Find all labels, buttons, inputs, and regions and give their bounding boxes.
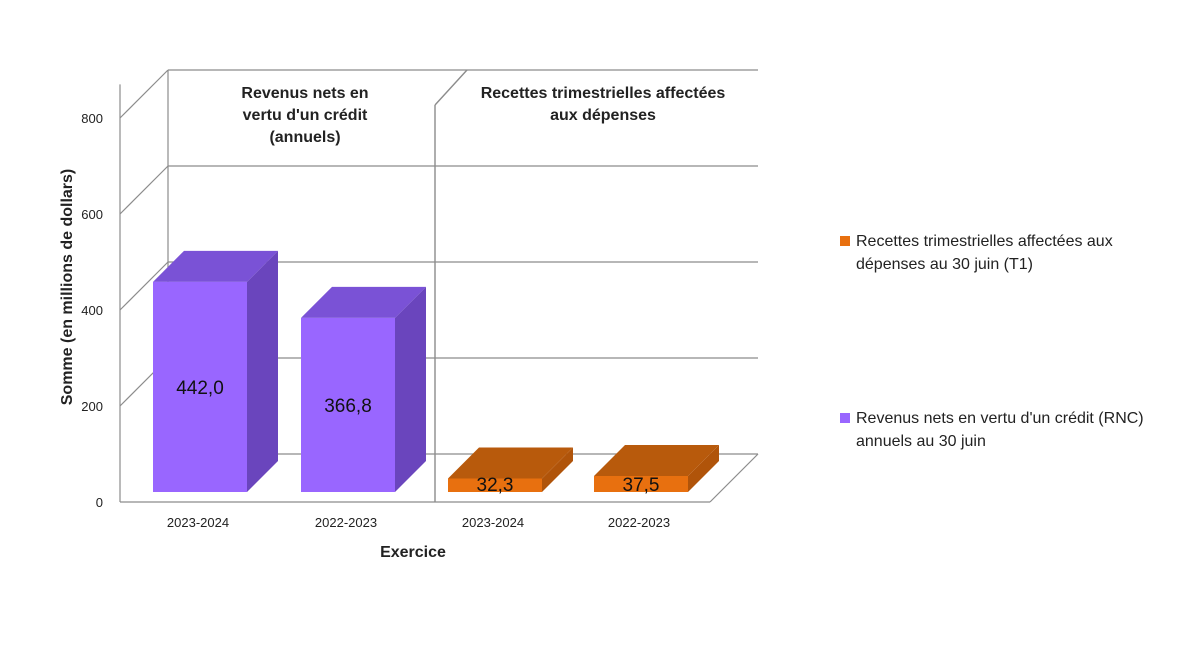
axis-layer [119,69,759,503]
legend-label-purple: Revenus nets en vertu d'un crédit (RNC) … [856,410,1144,450]
y-tick-label: 0 [96,495,103,510]
panel-title-2: Recettes trimestrielles affectées aux dép… [481,85,726,124]
text-layer: 0 200 400 600 800 Somme (en millions de dolla… [59,85,725,561]
legend-swatch-purple [840,413,850,423]
legend-item-purple: Revenus nets en vertu d'un crédit (RNC) … [840,407,1146,453]
bar-top [448,447,573,479]
bar-1-1 [594,445,719,492]
bar-front [448,478,542,492]
panel-divider-top [434,69,468,106]
data-label: 32,3 [477,475,514,496]
bar-side [395,286,426,492]
floor-right-edge [709,453,759,503]
gridline-side-400 [119,261,169,311]
bars-layer [153,250,719,492]
bar-top [153,250,278,282]
y-tick-label: 800 [81,111,103,126]
gridline-side-800 [119,69,169,119]
bar-0-1 [301,286,426,492]
x-tick-label: 2022-2023 [315,515,377,530]
data-label: 366,8 [324,396,372,417]
y-tick-label: 600 [81,207,103,222]
bar-front [301,317,395,492]
y-tick-label: 400 [81,303,103,318]
bar-top [594,445,719,476]
x-tick-label: 2022-2023 [608,515,670,530]
bar-front [594,476,688,492]
bar-1-0 [448,447,573,492]
y-tick-label: 200 [81,399,103,414]
gridline-side-600 [119,165,169,215]
legend-label-orange: Recettes trimestrielles affectées aux dé… [856,233,1113,273]
x-tick-label: 2023-2024 [462,515,524,530]
legend-item-orange: Recettes trimestrielles affectées aux dé… [840,230,1146,276]
y-axis-title: Somme (en millions de dollars) [59,169,76,406]
legend-swatch-orange [840,236,850,246]
data-label: 37,5 [623,475,660,496]
x-tick-label: 2023-2024 [167,515,229,530]
x-axis-title: Exercice [380,544,446,561]
panel-title-1: Revenus nets en vertu d'un crédit (annuels… [241,85,368,146]
bar-side [542,447,573,492]
bar-side [247,250,278,492]
bar-front [153,281,247,492]
data-label: 442,0 [176,378,224,399]
bar-side [688,445,719,492]
bar-top [301,286,426,318]
bar-0-0 [153,250,278,492]
